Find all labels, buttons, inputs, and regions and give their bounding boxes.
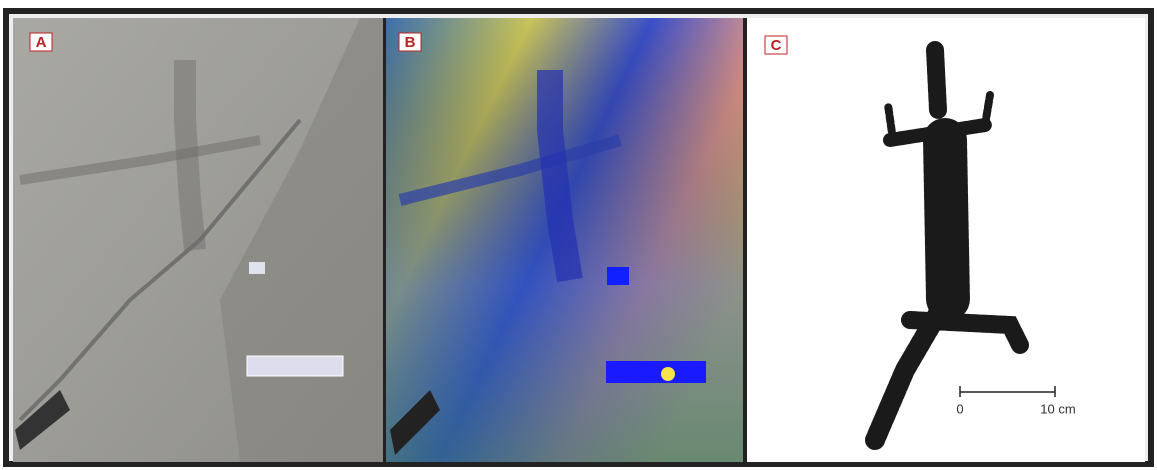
scale-card — [606, 361, 706, 383]
scale-card — [247, 356, 343, 376]
scale-end: 10 cm — [1040, 401, 1075, 416]
divider — [743, 18, 747, 462]
petroglyph-body — [185, 60, 195, 250]
marker — [249, 262, 265, 274]
divider — [383, 18, 386, 462]
color-target — [661, 367, 675, 381]
tracing-head — [935, 50, 938, 110]
panel-label: A — [36, 34, 47, 51]
panel-label: B — [405, 34, 416, 51]
page: 0 10 cm A B C (() => { const data = JSON… — [0, 0, 1157, 470]
scale-start: 0 — [956, 401, 963, 416]
tracing-body — [945, 140, 948, 300]
panel-label: C — [771, 37, 782, 54]
figure: 0 10 cm A B C — [0, 0, 1157, 470]
marker — [607, 267, 629, 285]
